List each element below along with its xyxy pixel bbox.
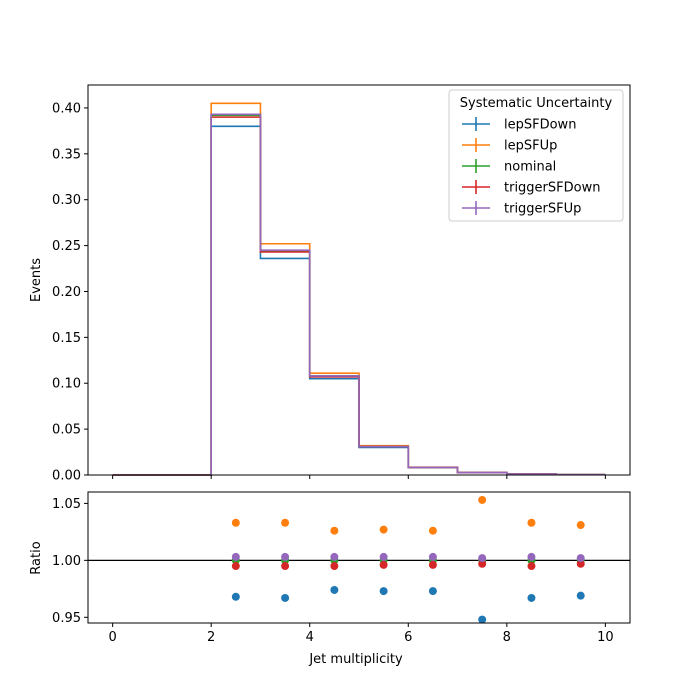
ratio-point-lepSFUp (576, 521, 585, 530)
ratio-point-triggerSFUp (576, 554, 585, 563)
ratio-point-lepSFUp (330, 526, 339, 535)
events-y-tick-label: 0.25 (52, 239, 81, 254)
ratio-point-triggerSFDown (478, 559, 487, 568)
events-y-tick-label: 0.00 (52, 469, 81, 484)
ratio-point-triggerSFDown (576, 559, 585, 568)
ratio-point-lepSFDown (379, 587, 388, 596)
ratio-point-lepSFDown (576, 591, 585, 600)
ratio-point-lepSFDown (478, 615, 487, 624)
legend-box (448, 89, 624, 222)
ratio-point-lepSFUp (379, 525, 388, 534)
ratio-panel: 0.95 1.00 1.05 0 2 4 6 8 10 Ratio Jet multiplic… (29, 491, 631, 667)
histogram-series-group (112, 102, 606, 476)
ratio-point-lepSFDown (527, 593, 536, 602)
legend-label-nominal: nominal (504, 160, 556, 175)
ratio-y-tick-label: 0.95 (52, 611, 81, 626)
ratio-plot-frame (87, 491, 631, 624)
legend-label-triggerSFDown: triggerSFDown (504, 181, 600, 196)
events-y-tick-label: 0.20 (52, 285, 81, 300)
events-x-ticks (112, 475, 606, 479)
histogram-line-triggerSFUp (112, 113, 606, 476)
ratio-point-triggerSFDown (281, 562, 290, 571)
ratio-point-lepSFDown (330, 585, 339, 594)
ratio-x-tick-label: 10 (597, 630, 614, 645)
ratio-x-tick-label: 4 (306, 630, 314, 645)
ratio-point-triggerSFUp (379, 552, 388, 561)
ratio-point-lepSFUp (478, 495, 487, 504)
ratio-point-lepSFDown (428, 587, 437, 596)
events-plot-frame (87, 84, 631, 476)
legend-label-lepSFUp: lepSFUp (504, 139, 557, 154)
legend-title: Systematic Uncertainty (460, 96, 613, 111)
ratio-point-triggerSFDown (231, 562, 240, 571)
ratio-point-triggerSFUp (231, 552, 240, 561)
ratio-point-triggerSFDown (330, 562, 339, 571)
ratio-point-triggerSFUp (478, 554, 487, 563)
events-y-tick-label: 0.15 (52, 331, 81, 346)
ratio-point-lepSFUp (527, 518, 536, 527)
ratio-point-lepSFDown (231, 592, 240, 601)
ratio-x-tick-label: 8 (503, 630, 511, 645)
events-y-tick-label: 0.35 (52, 147, 81, 162)
x-axis-label: Jet multiplicity (308, 652, 403, 667)
events-histogram-panel: 0.00 0.05 0.10 0.15 0.20 0.25 0.30 0.35 0.40 Eve… (29, 84, 631, 484)
ratio-y-tick-label: 1.00 (52, 554, 81, 569)
ratio-x-tick-label: 6 (404, 630, 412, 645)
ratio-points-group (231, 495, 585, 624)
events-y-ticks: 0.00 0.05 0.10 0.15 0.20 0.25 0.30 0.35 0.40 (52, 101, 88, 484)
ratio-point-triggerSFUp (428, 552, 437, 561)
ratio-point-lepSFUp (428, 526, 437, 535)
legend: Systematic Uncertainty lepSFDown lepSFUp n… (448, 89, 624, 222)
ratio-point-lepSFUp (231, 518, 240, 527)
ratio-point-triggerSFUp (281, 552, 290, 561)
ratio-plot-area (88, 492, 630, 623)
legend-label-lepSFDown: lepSFDown (504, 118, 576, 133)
ratio-x-ticks: 0 2 4 6 8 10 (108, 623, 614, 645)
ratio-point-triggerSFUp (527, 552, 536, 561)
ratio-point-triggerSFDown (527, 562, 536, 571)
legend-label-triggerSFUp: triggerSFUp (504, 202, 581, 217)
ratio-point-triggerSFDown (428, 560, 437, 569)
events-y-tick-label: 0.30 (52, 193, 81, 208)
ratio-point-triggerSFDown (379, 560, 388, 569)
ratio-point-triggerSFUp (330, 552, 339, 561)
ratio-point-lepSFUp (281, 518, 290, 527)
events-y-tick-label: 0.40 (52, 101, 81, 116)
ratio-x-tick-label: 2 (207, 630, 215, 645)
events-y-tick-label: 0.10 (52, 377, 81, 392)
ratio-y-tick-label: 1.05 (52, 497, 81, 512)
ratio-y-ticks: 0.95 1.00 1.05 (52, 497, 88, 626)
ratio-y-axis-label: Ratio (29, 541, 44, 574)
events-y-tick-label: 0.05 (52, 423, 81, 438)
legend-entries: lepSFDown lepSFUp nominal triggerSFDown trig… (462, 117, 600, 217)
events-y-axis-label: Events (29, 258, 44, 302)
ratio-x-tick-label: 0 (108, 630, 116, 645)
ratio-point-lepSFDown (281, 593, 290, 602)
